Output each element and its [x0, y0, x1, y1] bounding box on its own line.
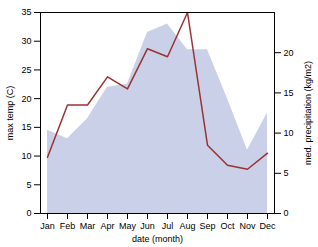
svg-text:May: May — [119, 221, 137, 231]
svg-text:Nov: Nov — [239, 221, 256, 231]
svg-text:Mar: Mar — [80, 221, 96, 231]
svg-text:Dec: Dec — [259, 221, 276, 231]
svg-text:Sep: Sep — [199, 221, 215, 231]
svg-text:0: 0 — [26, 208, 31, 218]
svg-text:Aug: Aug — [179, 221, 195, 231]
svg-text:Apr: Apr — [100, 221, 114, 231]
svg-text:15: 15 — [284, 88, 294, 98]
svg-text:date (month): date (month) — [132, 234, 183, 244]
svg-text:Jul: Jul — [162, 221, 174, 231]
svg-text:5: 5 — [26, 180, 31, 190]
svg-text:30: 30 — [21, 36, 31, 46]
svg-text:Jan: Jan — [40, 221, 55, 231]
svg-text:Oct: Oct — [220, 221, 235, 231]
svg-text:5: 5 — [284, 168, 289, 178]
svg-text:35: 35 — [21, 7, 31, 17]
svg-text:Feb: Feb — [60, 221, 76, 231]
svg-text:10: 10 — [284, 128, 294, 138]
svg-text:15: 15 — [21, 122, 31, 132]
svg-text:Jun: Jun — [140, 221, 155, 231]
svg-text:25: 25 — [21, 65, 31, 75]
svg-text:med. precipitation (kg/m2): med. precipitation (kg/m2) — [303, 61, 313, 165]
svg-text:20: 20 — [21, 94, 31, 104]
svg-text:10: 10 — [21, 151, 31, 161]
svg-text:0: 0 — [284, 208, 289, 218]
svg-text:20: 20 — [284, 48, 294, 58]
svg-text:max temp (C): max temp (C) — [5, 86, 15, 141]
